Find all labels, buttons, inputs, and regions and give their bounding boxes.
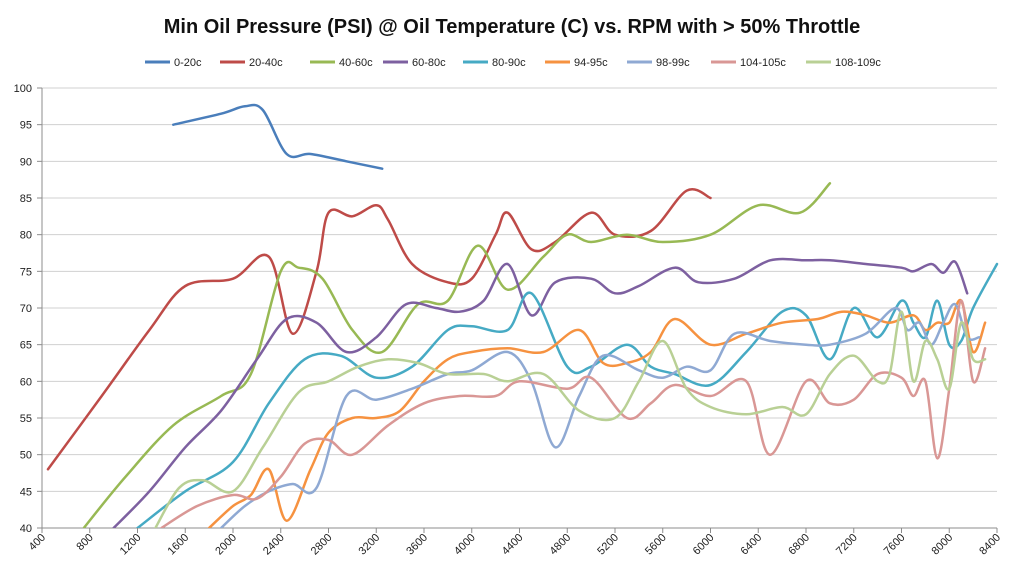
- y-tick-label: 40: [20, 523, 32, 535]
- y-tick-label: 60: [20, 376, 32, 388]
- x-tick-label: 3600: [404, 532, 430, 558]
- x-tick-label: 8400: [977, 532, 1003, 558]
- y-axis-tick-labels: 40 45 50 55 60 65 70 75 80 85 90 95 100: [14, 83, 32, 535]
- legend-label: 108-109c: [835, 57, 881, 69]
- x-tick-label: 7200: [834, 532, 860, 558]
- x-tick-label: 5600: [643, 532, 669, 558]
- legend-label: 40-60c: [339, 57, 373, 69]
- series-line-80-90c: [136, 262, 999, 528]
- y-tick-label: 80: [20, 230, 32, 242]
- x-tick-label: 2800: [309, 532, 335, 558]
- y-tick-label: 65: [20, 340, 32, 352]
- series-line-60-80c: [112, 257, 969, 528]
- legend-label: 20-40c: [249, 57, 283, 69]
- y-tick-label: 90: [20, 156, 32, 168]
- series-line-108-109c: [154, 310, 987, 528]
- y-tick-label: 95: [20, 120, 32, 132]
- x-tick-label: 4800: [548, 532, 574, 558]
- chart-legend: 0-20c 20-40c 40-60c 60-80c 80-90c 94-95c 98-99…: [145, 57, 881, 69]
- series-line-40-60c: [82, 182, 832, 528]
- x-tick-label: 4000: [452, 532, 478, 558]
- chart-series: [46, 103, 999, 528]
- x-tick-label: 4400: [500, 532, 526, 558]
- series-line-0-20c: [172, 103, 384, 170]
- legend-label: 98-99c: [656, 57, 690, 69]
- y-tick-label: 45: [20, 486, 32, 498]
- y-tick-label: 55: [20, 413, 32, 425]
- x-tick-label: 2400: [261, 532, 287, 558]
- y-tick-label: 100: [14, 83, 32, 95]
- x-tick-label: 800: [74, 532, 95, 553]
- y-tick-label: 50: [20, 450, 32, 462]
- x-tick-label: 6000: [691, 532, 717, 558]
- x-tick-label: 7600: [882, 532, 908, 558]
- x-tick-label: 6800: [786, 532, 812, 558]
- legend-label: 0-20c: [174, 57, 202, 69]
- x-tick-label: 3200: [357, 532, 383, 558]
- x-tick-label: 6400: [739, 532, 765, 558]
- chart-axes: [37, 87, 998, 533]
- series-line-20-40c: [46, 188, 712, 471]
- x-tick-label: 1200: [118, 532, 144, 558]
- series-line-94-95c: [207, 298, 987, 528]
- chart-title: Min Oil Pressure (PSI) @ Oil Temperature…: [164, 16, 861, 38]
- y-tick-label: 85: [20, 193, 32, 205]
- legend-label: 104-105c: [740, 57, 786, 69]
- legend-label: 80-90c: [492, 57, 526, 69]
- y-tick-label: 75: [20, 266, 32, 278]
- x-tick-label: 8000: [930, 532, 956, 558]
- legend-label: 94-95c: [574, 57, 608, 69]
- x-axis-tick-labels: 400 800 1200 1600 2000 2400 2800 3200 3600 4000 44…: [27, 532, 1003, 558]
- y-tick-label: 70: [20, 303, 32, 315]
- legend-label: 60-80c: [412, 57, 446, 69]
- x-tick-label: 2000: [213, 532, 239, 558]
- x-tick-label: 5200: [595, 532, 621, 558]
- series-line-104-105c: [160, 299, 987, 528]
- x-tick-label: 1600: [166, 532, 192, 558]
- series-line-98-99c: [219, 302, 981, 528]
